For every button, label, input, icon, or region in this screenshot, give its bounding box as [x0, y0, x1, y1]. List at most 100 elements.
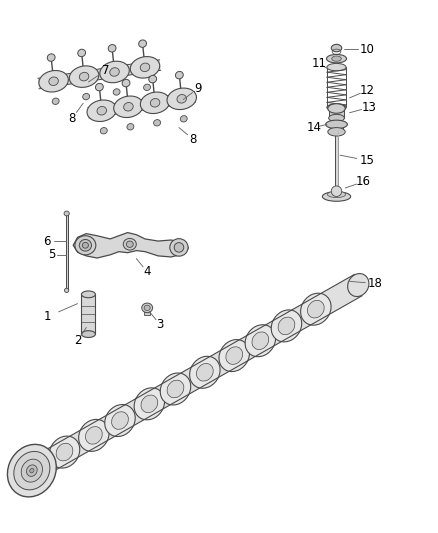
Text: 2: 2: [74, 334, 81, 347]
Ellipse shape: [49, 436, 80, 468]
Ellipse shape: [307, 301, 324, 318]
Ellipse shape: [160, 373, 191, 405]
Text: 14: 14: [306, 121, 321, 134]
Ellipse shape: [174, 243, 184, 252]
Ellipse shape: [197, 364, 213, 381]
Ellipse shape: [100, 61, 129, 83]
Ellipse shape: [144, 84, 151, 91]
Text: 12: 12: [360, 84, 374, 97]
Ellipse shape: [278, 317, 295, 335]
Ellipse shape: [252, 332, 269, 350]
Ellipse shape: [140, 92, 170, 114]
Ellipse shape: [64, 288, 69, 293]
Bar: [66, 214, 68, 290]
Ellipse shape: [328, 127, 345, 136]
Text: 7: 7: [102, 64, 110, 77]
Ellipse shape: [167, 88, 197, 110]
Ellipse shape: [82, 243, 88, 248]
Ellipse shape: [180, 116, 187, 122]
Ellipse shape: [95, 83, 103, 91]
Ellipse shape: [113, 89, 120, 95]
Ellipse shape: [112, 411, 128, 429]
Ellipse shape: [300, 293, 331, 325]
Ellipse shape: [331, 186, 342, 197]
Ellipse shape: [176, 71, 183, 79]
Ellipse shape: [87, 100, 117, 122]
Ellipse shape: [134, 388, 165, 420]
Ellipse shape: [154, 119, 161, 126]
Text: 8: 8: [69, 111, 76, 125]
Ellipse shape: [141, 395, 158, 413]
Ellipse shape: [79, 239, 92, 251]
Ellipse shape: [105, 405, 135, 437]
Ellipse shape: [126, 241, 133, 247]
Bar: [329, 122, 343, 132]
Text: 3: 3: [156, 318, 164, 332]
Text: 10: 10: [360, 43, 374, 55]
Polygon shape: [28, 274, 362, 481]
Ellipse shape: [328, 104, 345, 114]
Ellipse shape: [328, 114, 344, 122]
Ellipse shape: [114, 96, 143, 117]
Bar: [81, 294, 95, 334]
Ellipse shape: [271, 310, 302, 342]
Ellipse shape: [332, 56, 341, 61]
Text: 16: 16: [356, 175, 371, 188]
Text: 1: 1: [43, 310, 51, 324]
Ellipse shape: [97, 107, 106, 115]
Ellipse shape: [81, 291, 95, 298]
Text: 4: 4: [143, 265, 151, 278]
Ellipse shape: [127, 124, 134, 130]
Ellipse shape: [79, 72, 89, 81]
Bar: [335, 130, 339, 193]
Text: 11: 11: [311, 58, 327, 70]
Ellipse shape: [124, 102, 133, 111]
Ellipse shape: [123, 238, 136, 250]
Ellipse shape: [110, 68, 119, 76]
Ellipse shape: [78, 49, 85, 56]
Bar: [328, 107, 344, 118]
Ellipse shape: [69, 66, 99, 87]
Ellipse shape: [83, 93, 90, 100]
Ellipse shape: [100, 127, 107, 134]
Text: 9: 9: [194, 82, 202, 95]
Text: 18: 18: [367, 277, 382, 290]
Bar: [144, 306, 150, 316]
Ellipse shape: [348, 273, 369, 296]
Ellipse shape: [325, 120, 347, 128]
Ellipse shape: [49, 77, 58, 85]
Ellipse shape: [167, 380, 184, 398]
Ellipse shape: [245, 325, 276, 357]
Ellipse shape: [122, 79, 130, 87]
Ellipse shape: [27, 465, 37, 477]
Ellipse shape: [14, 451, 50, 490]
Ellipse shape: [56, 443, 73, 461]
Ellipse shape: [79, 419, 109, 451]
Ellipse shape: [327, 63, 346, 71]
Text: 5: 5: [48, 248, 55, 261]
Ellipse shape: [144, 305, 150, 311]
Polygon shape: [73, 232, 188, 258]
Text: 6: 6: [43, 235, 51, 247]
Ellipse shape: [52, 98, 59, 104]
Text: 15: 15: [360, 154, 374, 167]
Ellipse shape: [149, 75, 157, 83]
Ellipse shape: [142, 303, 152, 313]
Ellipse shape: [190, 356, 220, 388]
Ellipse shape: [139, 40, 146, 47]
Ellipse shape: [327, 191, 346, 198]
Ellipse shape: [326, 54, 346, 63]
Ellipse shape: [331, 44, 342, 52]
Ellipse shape: [75, 236, 96, 255]
Polygon shape: [88, 92, 196, 118]
Ellipse shape: [170, 239, 188, 256]
Text: 8: 8: [189, 133, 197, 146]
Ellipse shape: [327, 104, 346, 111]
Ellipse shape: [47, 54, 55, 61]
Ellipse shape: [177, 94, 187, 103]
Ellipse shape: [150, 99, 160, 107]
Ellipse shape: [108, 45, 116, 52]
Ellipse shape: [219, 340, 250, 372]
Text: 13: 13: [362, 101, 377, 114]
Ellipse shape: [39, 70, 68, 92]
